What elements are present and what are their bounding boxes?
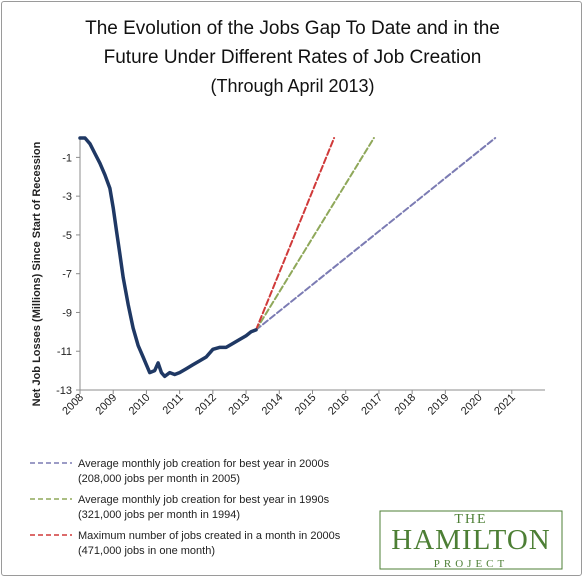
- legend-note: (208,000 jobs per month in 2005): [78, 473, 240, 485]
- y-tick-label: -3: [62, 191, 72, 203]
- legend-label: Average monthly job creation for best ye…: [78, 494, 330, 506]
- logo-the: THE: [454, 512, 488, 527]
- y-tick-label: -1: [62, 152, 72, 164]
- x-tick-label: 2015: [293, 392, 319, 418]
- x-tick-label: 2020: [459, 392, 485, 418]
- legend-label: Maximum number of jobs created in a mont…: [78, 530, 341, 542]
- x-tick-label: 2014: [260, 392, 286, 418]
- x-tick-label: 2010: [127, 392, 153, 418]
- x-tick-label: 2013: [226, 392, 252, 418]
- y-tick-label: -5: [62, 230, 72, 242]
- projection-max-month-2000s-line: [255, 137, 336, 331]
- x-tick-label: 2016: [326, 392, 352, 418]
- legend-note: (321,000 jobs per month in 1994): [78, 509, 240, 521]
- chart-subtitle: (Through April 2013): [210, 76, 375, 96]
- projection-2000s-best-year-line: [255, 137, 497, 331]
- chart-title-line-2: Future Under Different Rates of Job Crea…: [103, 47, 482, 68]
- hamilton-project-logo: THE HAMILTON PROJECT: [380, 512, 562, 570]
- chart-title-line-1: The Evolution of the Jobs Gap To Date an…: [85, 18, 500, 39]
- x-tick-label: 2018: [392, 392, 418, 418]
- y-tick-label: -7: [62, 269, 72, 281]
- logo-hamilton: HAMILTON: [391, 524, 551, 556]
- x-tick-label: 2009: [94, 392, 120, 418]
- y-tick-label: -9: [62, 307, 72, 319]
- y-tick-label: -13: [56, 385, 72, 397]
- x-tick-label: 2019: [426, 392, 452, 418]
- y-axis-label: Net Job Losses (Millions) Since Start of…: [31, 141, 43, 406]
- logo-border: [379, 510, 563, 570]
- x-tick-label: 2011: [161, 392, 186, 417]
- legend-label: Average monthly job creation for best ye…: [78, 458, 330, 470]
- logo-project: PROJECT: [433, 558, 509, 570]
- actual-jobs-gap-line: [78, 136, 258, 379]
- legend-note: (471,000 jobs in one month): [78, 545, 215, 557]
- x-tick-label: 2012: [193, 392, 219, 418]
- x-tick-label: 2017: [359, 392, 385, 418]
- x-tick-label: 2021: [492, 392, 518, 418]
- y-tick-label: -11: [57, 346, 72, 358]
- projection-1990s-best-year-line: [255, 137, 375, 331]
